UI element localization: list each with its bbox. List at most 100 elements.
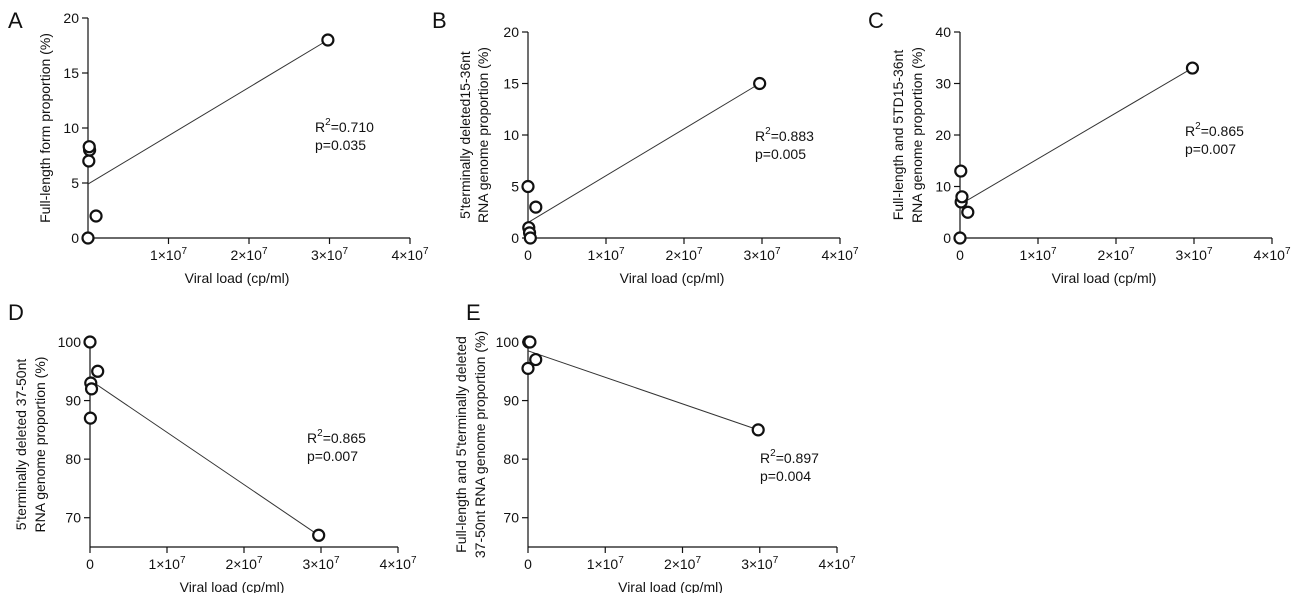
data-point — [84, 382, 99, 396]
y-tick-label: 70 — [503, 510, 519, 526]
p-value-label: p=0.005 — [755, 146, 806, 162]
y-tick-label: 20 — [63, 10, 79, 26]
y-tick-label: 70 — [65, 510, 81, 526]
y-tick-label: 10 — [503, 127, 519, 143]
y-tick-label: 20 — [503, 24, 519, 40]
data-point — [961, 205, 975, 219]
data-point — [83, 411, 97, 425]
regression-line — [959, 67, 1193, 205]
y-tick-label: 0 — [511, 230, 519, 246]
y-axis-label: Full-length form proportion (%) — [37, 33, 53, 223]
panel-letter-c: C — [868, 8, 884, 33]
panel-letter-d: D — [8, 300, 24, 325]
x-tick-label: 1×107 — [587, 555, 625, 572]
y-tick-label: 100 — [58, 334, 82, 350]
y-axis-label: 5'terminally deleted15-36nt — [457, 51, 473, 219]
data-point — [529, 352, 543, 367]
y-axis-label: Full-length and 5'terminally deleted — [453, 336, 469, 553]
y-tick-label: 0 — [71, 230, 79, 246]
y-tick-label: 5 — [511, 179, 519, 195]
data-point — [521, 179, 535, 194]
x-tick-label: 0 — [524, 556, 532, 572]
regression-line — [89, 379, 319, 536]
regression-line — [87, 39, 329, 185]
p-value-label: p=0.007 — [307, 448, 358, 464]
y-tick-label: 15 — [503, 76, 519, 92]
y-tick-label: 40 — [935, 24, 951, 40]
x-tick-label: 1×107 — [1019, 246, 1057, 263]
x-tick-label: 4×107 — [818, 555, 856, 572]
data-point — [83, 335, 97, 349]
panel-b: B 0 5 10 15 20 0 1×107 2×107 3×107 4×107 Viral load… — [432, 8, 859, 286]
data-point — [955, 190, 969, 204]
panel-a: A 0 5 10 15 20 1×107 2×107 3×107 4×107 Viral load … — [8, 8, 429, 286]
r-squared-label: R2=0.883 — [755, 126, 814, 144]
panel-e: E 70 80 90 100 0 1×107 2×107 3×107 4×107 Viral loa… — [453, 300, 856, 593]
x-tick-label: 2×107 — [664, 555, 702, 572]
data-point — [954, 164, 968, 178]
x-axis-label: Viral load (cp/ml) — [618, 579, 723, 593]
r-squared-label: R2=0.710 — [315, 117, 374, 135]
data-point — [523, 231, 537, 245]
x-tick-label: 0 — [956, 247, 964, 263]
y-tick-label: 0 — [943, 230, 951, 246]
x-tick-label: 3×107 — [311, 246, 349, 263]
data-point — [521, 361, 535, 375]
x-tick-label: 4×107 — [821, 246, 859, 263]
y-tick-label: 15 — [63, 65, 79, 81]
panel-c: C 0 10 20 30 40 0 1×107 2×107 3×107 4×107 Viral loa… — [868, 8, 1291, 286]
panel-d: D 70 80 90 100 0 1×107 2×107 3×107 4×107 Viral loa… — [8, 300, 417, 593]
y-axis-label: 5'terminally deleted 37-50nt — [13, 359, 29, 531]
r-squared-label: R2=0.865 — [1185, 121, 1244, 139]
x-tick-label: 2×107 — [1097, 246, 1135, 263]
y-tick-label: 100 — [496, 334, 520, 350]
data-point — [321, 33, 335, 47]
x-axis-label: Viral load (cp/ml) — [180, 579, 285, 593]
x-tick-label: 1×107 — [150, 246, 188, 263]
y-tick-label: 90 — [65, 393, 81, 409]
x-tick-label: 3×107 — [302, 555, 340, 572]
x-tick-label: 2×107 — [225, 555, 263, 572]
x-tick-label: 3×107 — [1175, 246, 1213, 263]
regression-line — [527, 83, 760, 223]
data-point — [523, 335, 537, 349]
y-tick-label: 20 — [935, 127, 951, 143]
y-tick-label: 90 — [503, 393, 519, 409]
y-tick-label: 10 — [63, 120, 79, 136]
y-tick-label: 80 — [503, 451, 519, 467]
panel-letter-e: E — [466, 300, 481, 325]
p-value-label: p=0.007 — [1185, 141, 1236, 157]
data-point — [82, 154, 96, 168]
x-tick-label: 4×107 — [391, 246, 429, 263]
panel-letter-a: A — [8, 8, 23, 33]
x-tick-label: 0 — [86, 556, 94, 572]
x-tick-label: 4×107 — [379, 555, 417, 572]
x-axis-label: Viral load (cp/ml) — [1052, 270, 1157, 286]
x-tick-label: 1×107 — [148, 555, 186, 572]
y-axis-label: 37-50nt RNA genome proportion (%) — [472, 331, 488, 558]
data-point — [91, 364, 105, 378]
x-axis-label: Viral load (cp/ml) — [185, 270, 290, 286]
data-point — [953, 231, 967, 245]
r-squared-label: R2=0.897 — [760, 448, 819, 466]
p-value-label: p=0.035 — [315, 137, 366, 153]
data-point — [751, 423, 765, 437]
y-tick-label: 30 — [935, 76, 951, 92]
data-point — [81, 231, 95, 245]
x-tick-label: 0 — [524, 247, 532, 263]
y-tick-label: 10 — [935, 179, 951, 195]
y-axis-label: RNA genome proportion (%) — [909, 47, 925, 223]
data-point — [529, 200, 543, 214]
data-point — [312, 528, 326, 542]
x-tick-label: 1×107 — [587, 246, 625, 263]
r-squared-label: R2=0.865 — [307, 428, 366, 446]
data-point — [1185, 61, 1200, 75]
data-point — [753, 76, 767, 91]
p-value-label: p=0.004 — [760, 468, 811, 484]
x-tick-label: 3×107 — [743, 246, 781, 263]
y-axis-label: Full-length and 5TD15-36nt — [890, 50, 906, 221]
data-point — [89, 209, 103, 223]
x-tick-label: 2×107 — [230, 246, 268, 263]
panel-letter-b: B — [432, 8, 447, 33]
